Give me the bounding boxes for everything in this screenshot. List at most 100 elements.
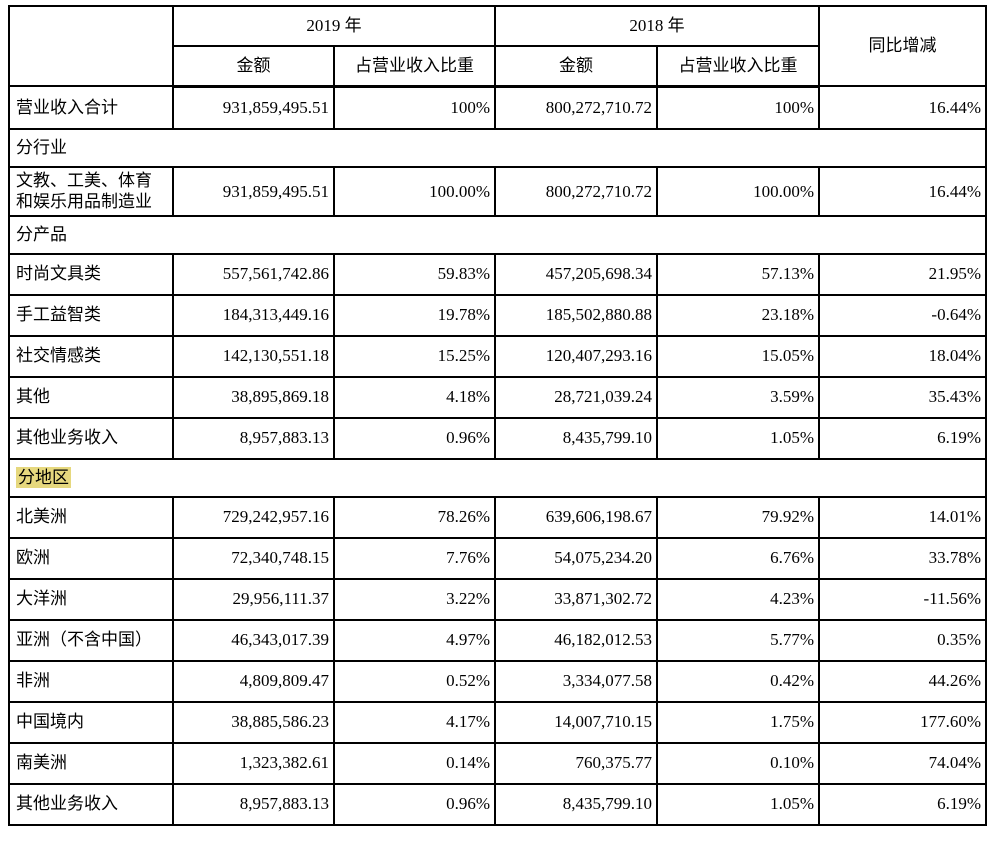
table-row: 非洲 4,809,809.47 0.52% 3,334,077.58 0.42% 44.2… [8, 659, 987, 703]
value-cell: 4.17% [333, 700, 496, 744]
value-cell: 28,721,039.24 [494, 375, 658, 419]
value-cell: 142,130,551.18 [172, 334, 335, 378]
year-2019-header: 2019 年 [172, 5, 496, 47]
ratio-2018-header: 占营业收入比重 [656, 45, 820, 88]
value-cell: 18.04% [818, 334, 987, 378]
value-cell: 35.43% [818, 375, 987, 419]
value-cell: 3.59% [656, 375, 820, 419]
row-label-cell: 时尚文具类 [8, 252, 174, 296]
value-cell: 729,242,957.16 [172, 495, 335, 539]
table-row: 中国境内 38,885,586.23 4.17% 14,007,710.15 1.75%… [8, 700, 987, 744]
value-cell: 21.95% [818, 252, 987, 296]
yoy-change-header: 同比增减 [818, 5, 987, 87]
section-row: 分地区 [8, 457, 987, 498]
value-cell: 1.05% [656, 782, 820, 826]
row-label-cell: 手工益智类 [8, 293, 174, 337]
value-cell: 6.76% [656, 536, 820, 580]
value-cell: 100.00% [333, 166, 496, 217]
value-cell: 760,375.77 [494, 741, 658, 785]
section-label-cell: 分行业 [8, 128, 987, 168]
row-label-cell: 南美洲 [8, 741, 174, 785]
value-cell: 639,606,198.67 [494, 495, 658, 539]
value-cell: 23.18% [656, 293, 820, 337]
value-cell: 74.04% [818, 741, 987, 785]
table-row: 欧洲 72,340,748.15 7.76% 54,075,234.20 6.76% 33… [8, 536, 987, 580]
amount-2019-header: 金额 [172, 45, 335, 88]
value-cell: 29,956,111.37 [172, 577, 335, 621]
value-cell: 16.44% [818, 166, 987, 217]
section-label: 分行业 [16, 138, 67, 158]
value-cell: 177.60% [818, 700, 987, 744]
section-label-cell: 分地区 [8, 457, 987, 498]
table-row: 其他业务收入 8,957,883.13 0.96% 8,435,799.10 1.05%… [8, 782, 987, 826]
value-cell: 8,957,883.13 [172, 416, 335, 460]
row-label-cell: 营业收入合计 [8, 85, 174, 130]
value-cell: 8,435,799.10 [494, 416, 658, 460]
value-cell: 0.42% [656, 659, 820, 703]
row-label-cell: 亚洲（不含中国） [8, 618, 174, 662]
value-cell: 14.01% [818, 495, 987, 539]
row-label-cell: 其他业务收入 [8, 416, 174, 460]
value-cell: 557,561,742.86 [172, 252, 335, 296]
value-cell: 1,323,382.61 [172, 741, 335, 785]
table-row: 时尚文具类 557,561,742.86 59.83% 457,205,698.34 5… [8, 252, 987, 296]
row-label-cell: 大洋洲 [8, 577, 174, 621]
row-label-cell: 社交情感类 [8, 334, 174, 378]
value-cell: 15.05% [656, 334, 820, 378]
value-cell: 1.05% [656, 416, 820, 460]
year-2018-header: 2018 年 [494, 5, 820, 47]
row-label-cell: 欧洲 [8, 536, 174, 580]
value-cell: 931,859,495.51 [172, 166, 335, 217]
table-row: 手工益智类 184,313,449.16 19.78% 185,502,880.88 2… [8, 293, 987, 337]
value-cell: 8,435,799.10 [494, 782, 658, 826]
section-row: 分行业 [8, 128, 987, 168]
table-row: 大洋洲 29,956,111.37 3.22% 33,871,302.72 4.23% -… [8, 577, 987, 621]
value-cell: 4.97% [333, 618, 496, 662]
revenue-breakdown-table: 2019 年 2018 年 同比增减 金额 占营业收入比重 金额 占营业收入比重… [8, 5, 987, 826]
header-subcolumn-row: 金额 占营业收入比重 金额 占营业收入比重 [9, 45, 986, 88]
header-year-row: 2019 年 2018 年 同比增减 [8, 5, 987, 87]
table-body: 营业收入合计 931,859,495.51 100% 800,272,710.72 10… [8, 85, 987, 826]
table-row: 其他 38,895,869.18 4.18% 28,721,039.24 3.59% 35… [8, 375, 987, 419]
section-label-cell: 分产品 [8, 214, 987, 255]
value-cell: 3.22% [333, 577, 496, 621]
value-cell: 46,343,017.39 [172, 618, 335, 662]
row-label-cell: 文教、工美、体育和娱乐用品制造业 [8, 166, 174, 217]
value-cell: 0.52% [333, 659, 496, 703]
value-cell: 0.96% [333, 782, 496, 826]
value-cell: 100% [656, 85, 820, 130]
value-cell: 4.18% [333, 375, 496, 419]
value-cell: 184,313,449.16 [172, 293, 335, 337]
value-cell: 457,205,698.34 [494, 252, 658, 296]
value-cell: 4.23% [656, 577, 820, 621]
value-cell: 3,334,077.58 [494, 659, 658, 703]
value-cell: 72,340,748.15 [172, 536, 335, 580]
row-label-cell: 其他 [8, 375, 174, 419]
value-cell: 0.96% [333, 416, 496, 460]
table-header: 2019 年 2018 年 同比增减 金额 占营业收入比重 金额 占营业收入比重 [8, 5, 987, 88]
value-cell: -11.56% [818, 577, 987, 621]
value-cell: 57.13% [656, 252, 820, 296]
value-cell: 44.26% [818, 659, 987, 703]
value-cell: 78.26% [333, 495, 496, 539]
corner-cell [8, 5, 174, 87]
value-cell: 38,895,869.18 [172, 375, 335, 419]
table-row: 其他业务收入 8,957,883.13 0.96% 8,435,799.10 1.05%… [8, 416, 987, 460]
table-row: 文教、工美、体育和娱乐用品制造业 931,859,495.51 100.00% 800… [8, 166, 987, 217]
row-label-cell: 非洲 [8, 659, 174, 703]
value-cell: 6.19% [818, 416, 987, 460]
section-label: 分产品 [16, 224, 67, 244]
value-cell: 800,272,710.72 [494, 85, 658, 130]
value-cell: 1.75% [656, 700, 820, 744]
value-cell: 59.83% [333, 252, 496, 296]
value-cell: 100% [333, 85, 496, 130]
value-cell: 185,502,880.88 [494, 293, 658, 337]
row-label-cell: 中国境内 [8, 700, 174, 744]
value-cell: 4,809,809.47 [172, 659, 335, 703]
value-cell: 46,182,012.53 [494, 618, 658, 662]
amount-2018-header: 金额 [494, 45, 658, 88]
value-cell: 79.92% [656, 495, 820, 539]
value-cell: 16.44% [818, 85, 987, 130]
value-cell: 54,075,234.20 [494, 536, 658, 580]
value-cell: 15.25% [333, 334, 496, 378]
